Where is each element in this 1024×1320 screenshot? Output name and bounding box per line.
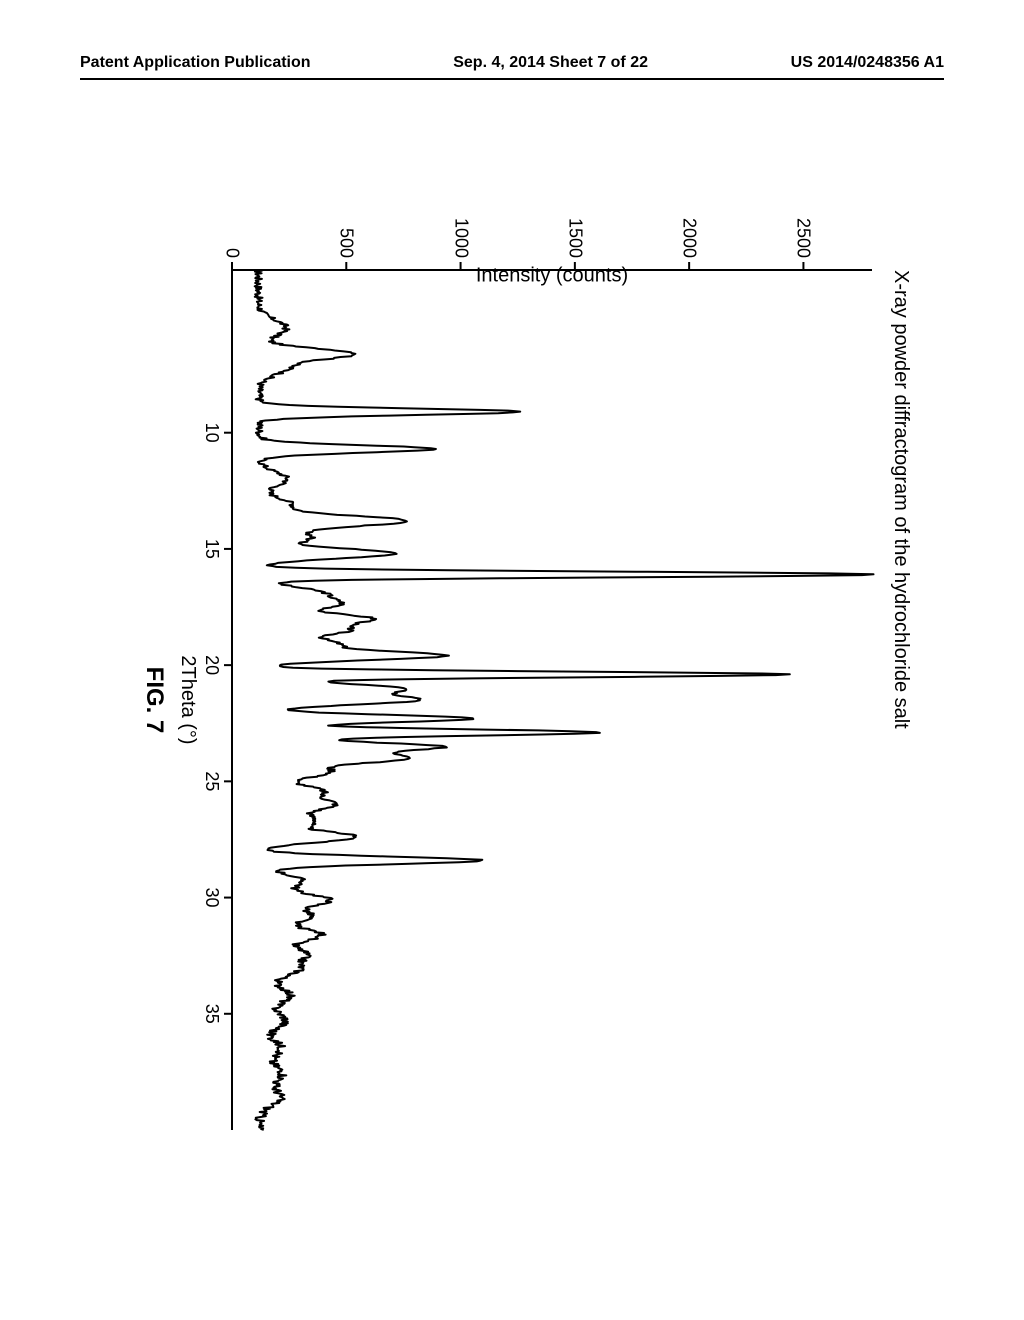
- xrpd-trace: [255, 270, 874, 1130]
- header-left: Patent Application Publication: [80, 54, 311, 72]
- patent-page: Patent Application Publication Sep. 4, 2…: [0, 0, 1024, 1320]
- chart-svg: [232, 270, 872, 1130]
- x-axis-label: 2Theta (°): [176, 655, 199, 744]
- y-tick-label: 2500: [793, 218, 814, 258]
- y-tick-label: 0: [222, 248, 243, 258]
- figure-caption: FIG. 7: [140, 667, 168, 734]
- y-tick-label: 1000: [450, 218, 471, 258]
- y-tick-label: 1500: [564, 218, 585, 258]
- y-tick-label: 2000: [679, 218, 700, 258]
- x-tick-label: 25: [201, 771, 222, 791]
- page-header: Patent Application Publication Sep. 4, 2…: [0, 54, 1024, 72]
- x-tick-label: 20: [201, 655, 222, 675]
- figure-rotated: X-ray powder diffractogram of the hydroc…: [112, 160, 912, 1180]
- header-center: Sep. 4, 2014 Sheet 7 of 22: [453, 54, 648, 72]
- x-tick-label: 30: [201, 888, 222, 908]
- chart-title: X-ray powder diffractogram of the hydroc…: [889, 270, 912, 729]
- y-tick-label: 500: [336, 228, 357, 258]
- x-tick-label: 35: [201, 1004, 222, 1024]
- header-right: US 2014/0248356 A1: [791, 54, 944, 72]
- header-rule: [80, 78, 944, 80]
- x-tick-label: 10: [201, 423, 222, 443]
- figure-container: X-ray powder diffractogram of the hydroc…: [112, 160, 912, 1180]
- x-tick-label: 15: [201, 539, 222, 559]
- plot-area: Intensity (counts) 2Theta (°) FIG. 7 050…: [232, 270, 872, 1130]
